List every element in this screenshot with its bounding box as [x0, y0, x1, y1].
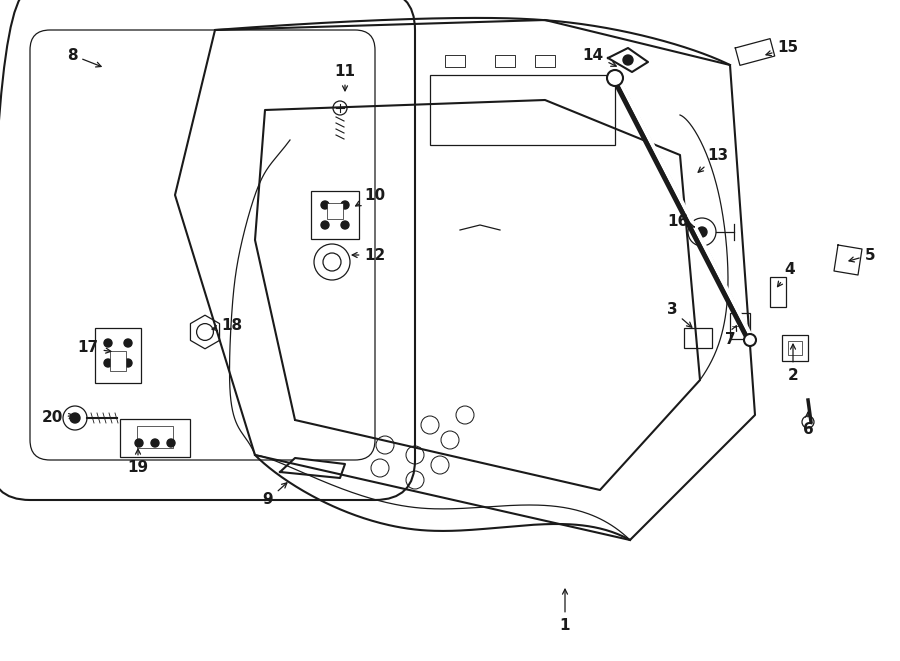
- Bar: [782, 335, 808, 361]
- Circle shape: [314, 244, 350, 280]
- Circle shape: [321, 221, 329, 229]
- Bar: [311, 191, 359, 239]
- Circle shape: [323, 253, 341, 271]
- Circle shape: [341, 221, 349, 229]
- Circle shape: [135, 439, 143, 447]
- Bar: [535, 55, 555, 67]
- Text: 6: 6: [803, 412, 814, 438]
- Circle shape: [167, 439, 175, 447]
- Text: 9: 9: [263, 483, 287, 508]
- Bar: [120, 419, 190, 457]
- Text: 7: 7: [724, 326, 736, 348]
- Text: 20: 20: [41, 410, 74, 426]
- Circle shape: [688, 218, 716, 246]
- Bar: [137, 426, 173, 448]
- Text: 14: 14: [582, 48, 617, 66]
- Text: 18: 18: [212, 317, 243, 332]
- Text: 2: 2: [788, 344, 798, 383]
- Bar: [788, 341, 802, 355]
- Text: 4: 4: [778, 262, 796, 287]
- Text: 1: 1: [560, 589, 571, 633]
- Circle shape: [341, 201, 349, 209]
- Circle shape: [744, 334, 756, 346]
- Text: 10: 10: [356, 188, 385, 206]
- Bar: [495, 55, 515, 67]
- Circle shape: [104, 339, 112, 347]
- Polygon shape: [191, 315, 220, 349]
- Circle shape: [70, 413, 80, 423]
- Circle shape: [607, 70, 623, 86]
- Circle shape: [124, 339, 132, 347]
- Circle shape: [333, 101, 347, 115]
- Text: 15: 15: [766, 40, 798, 56]
- Bar: [95, 328, 141, 383]
- Text: 13: 13: [698, 147, 729, 173]
- Circle shape: [321, 201, 329, 209]
- Circle shape: [196, 324, 213, 340]
- Circle shape: [124, 359, 132, 367]
- Text: 3: 3: [667, 303, 692, 327]
- Bar: [730, 313, 750, 339]
- Polygon shape: [834, 245, 862, 275]
- Text: 16: 16: [668, 215, 695, 229]
- Circle shape: [104, 359, 112, 367]
- Circle shape: [802, 416, 814, 428]
- Bar: [327, 203, 343, 219]
- Bar: [770, 277, 786, 307]
- Polygon shape: [608, 48, 648, 72]
- Text: 12: 12: [352, 247, 385, 262]
- Text: 19: 19: [128, 449, 148, 475]
- Bar: [110, 351, 126, 371]
- Text: 11: 11: [335, 65, 356, 91]
- Bar: [430, 75, 615, 145]
- Text: 17: 17: [77, 340, 111, 356]
- Polygon shape: [280, 458, 345, 478]
- Circle shape: [623, 55, 633, 65]
- Bar: [445, 55, 465, 67]
- Circle shape: [697, 227, 707, 237]
- Bar: [684, 328, 712, 348]
- Circle shape: [63, 406, 87, 430]
- Text: 5: 5: [849, 247, 876, 262]
- Polygon shape: [735, 38, 775, 65]
- Text: 8: 8: [67, 48, 101, 67]
- Circle shape: [151, 439, 159, 447]
